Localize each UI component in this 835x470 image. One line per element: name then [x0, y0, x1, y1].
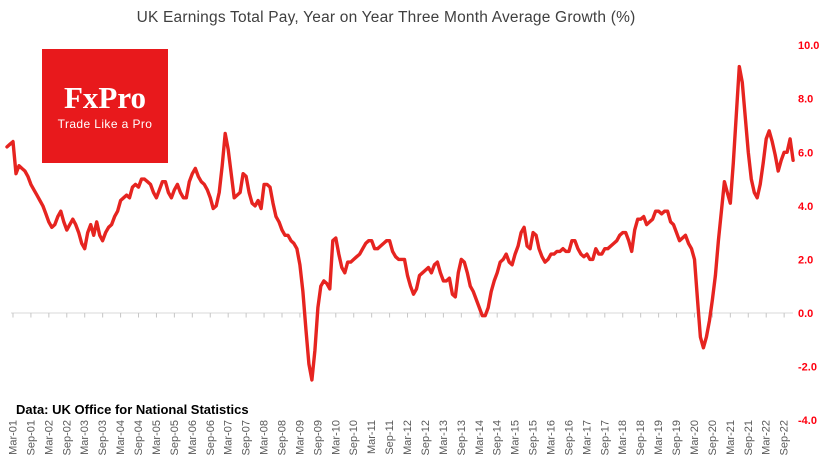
- svg-text:6.0: 6.0: [798, 147, 813, 159]
- x-axis-labels: Mar-01 Sep-01 Mar-02 Sep-02 Mar-03 Sep-03 Mar-…: [7, 420, 790, 455]
- svg-text:Mar-22: Mar-22: [761, 420, 773, 455]
- svg-text:Mar-15: Mar-15: [510, 420, 522, 455]
- svg-text:Sep-15: Sep-15: [528, 420, 540, 455]
- chart-title: UK Earnings Total Pay, Year on Year Thre…: [136, 9, 636, 26]
- svg-text:Sep-02: Sep-02: [61, 420, 73, 455]
- svg-text:Sep-11: Sep-11: [384, 420, 396, 455]
- svg-text:Mar-19: Mar-19: [653, 420, 665, 455]
- svg-text:Sep-13: Sep-13: [456, 420, 468, 455]
- svg-text:Sep-17: Sep-17: [599, 420, 611, 455]
- svg-text:Sep-04: Sep-04: [133, 420, 145, 455]
- svg-text:Sep-16: Sep-16: [563, 420, 575, 455]
- svg-text:Mar-17: Mar-17: [581, 420, 593, 455]
- svg-text:Mar-06: Mar-06: [187, 420, 199, 455]
- svg-text:Sep-21: Sep-21: [743, 420, 755, 455]
- svg-text:Mar-08: Mar-08: [259, 420, 271, 455]
- svg-text:0.0: 0.0: [798, 308, 813, 320]
- svg-text:Sep-10: Sep-10: [348, 420, 360, 455]
- svg-text:Sep-03: Sep-03: [97, 420, 109, 455]
- fxpro-logo-tagline: Trade Like a Pro: [57, 117, 153, 131]
- svg-text:Sep-12: Sep-12: [420, 420, 432, 455]
- svg-text:Sep-09: Sep-09: [312, 420, 324, 455]
- x-axis-ticks: [12, 313, 785, 318]
- svg-text:Sep-22: Sep-22: [779, 420, 791, 455]
- svg-text:Sep-08: Sep-08: [276, 420, 288, 455]
- svg-text:Sep-07: Sep-07: [241, 420, 253, 455]
- y-axis-labels: 10.0 8.0 6.0 4.0 2.0 0.0 -2.0 -4.0: [798, 40, 819, 427]
- svg-text:Mar-16: Mar-16: [545, 420, 557, 455]
- svg-text:Sep-18: Sep-18: [635, 420, 647, 455]
- svg-text:4.0: 4.0: [798, 201, 813, 213]
- svg-text:Sep-01: Sep-01: [25, 420, 37, 455]
- svg-text:2.0: 2.0: [798, 254, 813, 266]
- svg-text:Sep-19: Sep-19: [671, 420, 683, 455]
- svg-text:Sep-06: Sep-06: [205, 420, 217, 455]
- svg-text:Mar-11: Mar-11: [366, 420, 378, 454]
- fxpro-logo: FxPro Trade Like a Pro: [42, 49, 168, 163]
- svg-text:Mar-02: Mar-02: [43, 420, 55, 455]
- svg-text:Mar-21: Mar-21: [725, 420, 737, 455]
- svg-text:Sep-20: Sep-20: [707, 420, 719, 455]
- svg-text:Mar-03: Mar-03: [79, 420, 91, 455]
- svg-text:Mar-10: Mar-10: [330, 420, 342, 455]
- svg-text:Mar-18: Mar-18: [617, 420, 629, 455]
- svg-text:10.0: 10.0: [798, 40, 819, 52]
- svg-text:Mar-12: Mar-12: [402, 420, 414, 455]
- svg-text:Mar-13: Mar-13: [438, 420, 450, 455]
- svg-text:Mar-07: Mar-07: [223, 420, 235, 455]
- svg-text:8.0: 8.0: [798, 94, 813, 106]
- svg-text:Mar-01: Mar-01: [7, 420, 19, 455]
- svg-text:Mar-14: Mar-14: [474, 420, 486, 455]
- svg-text:-2.0: -2.0: [798, 362, 817, 374]
- svg-text:Mar-05: Mar-05: [151, 420, 163, 455]
- svg-text:Sep-05: Sep-05: [169, 420, 181, 455]
- svg-text:-4.0: -4.0: [798, 415, 817, 427]
- svg-text:Mar-09: Mar-09: [294, 420, 306, 455]
- data-source-note: Data: UK Office for National Statistics: [16, 402, 249, 417]
- svg-text:Mar-04: Mar-04: [115, 420, 127, 455]
- fxpro-logo-brand: FxPro: [63, 80, 147, 115]
- svg-text:Sep-14: Sep-14: [492, 420, 504, 455]
- pay-growth-line: [5, 64, 795, 382]
- svg-text:Mar-20: Mar-20: [689, 420, 701, 455]
